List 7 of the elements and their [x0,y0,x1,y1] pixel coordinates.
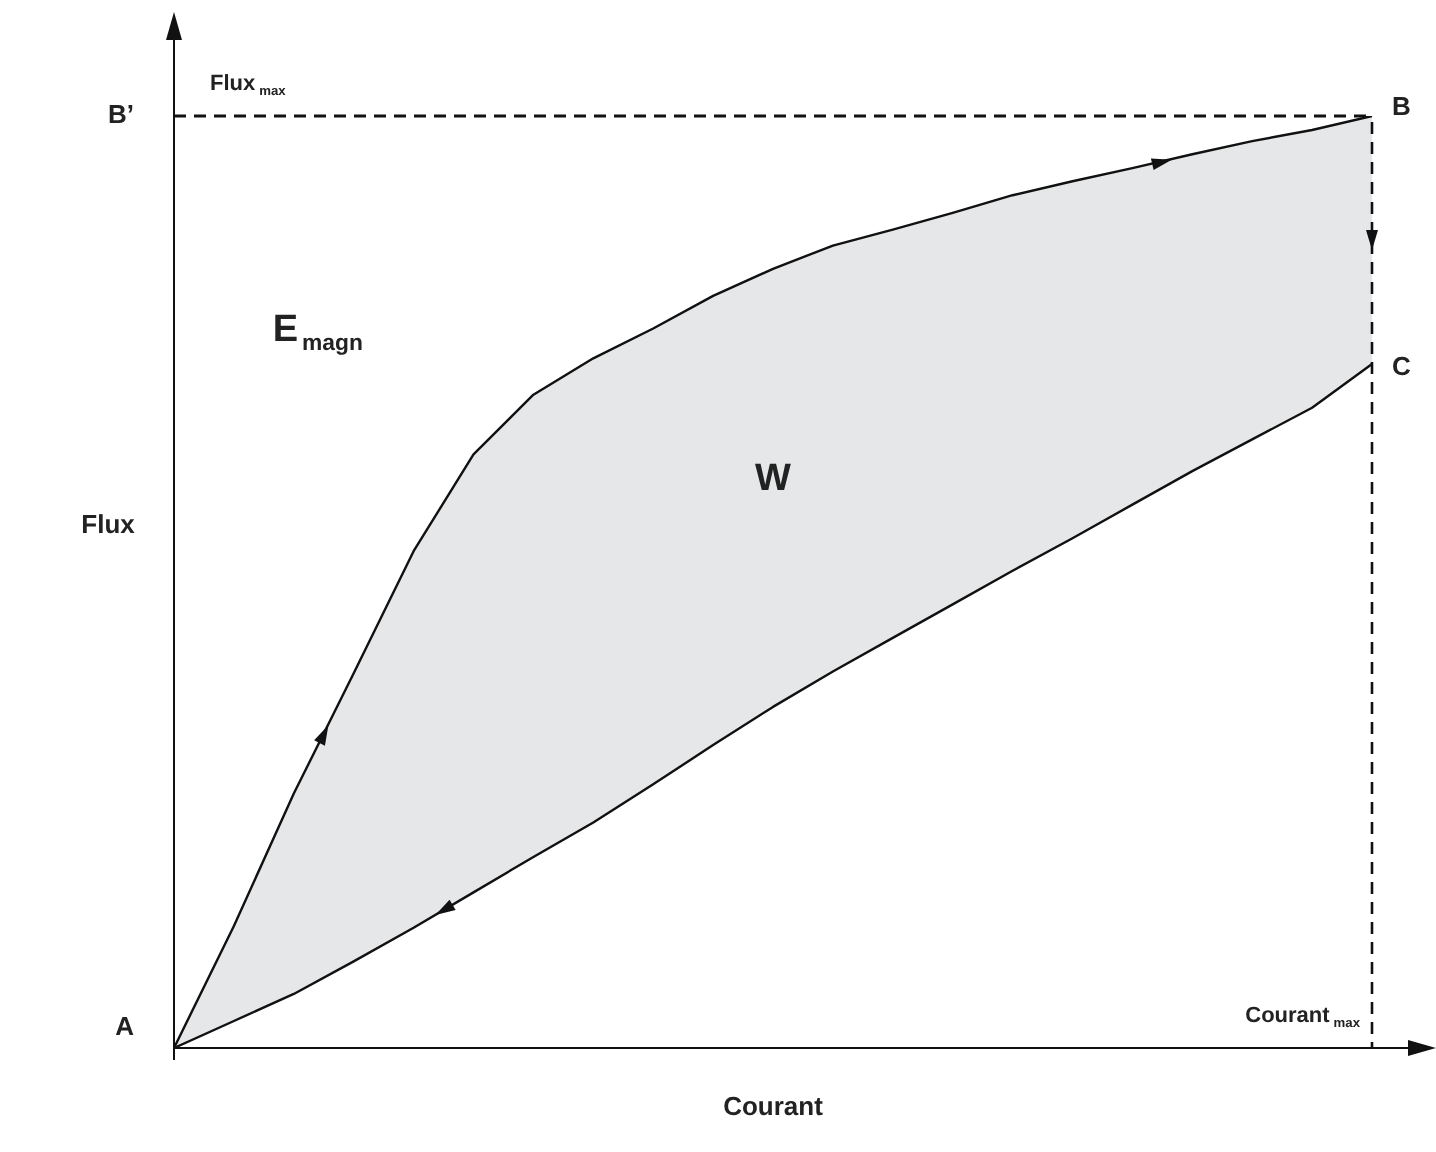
annotation: C [1392,350,1412,381]
x-axis-title: Courant [723,1091,825,1122]
annotation: B [1392,91,1411,122]
text: B’ [108,99,134,130]
text: A [115,1011,136,1042]
y-axis-title: Flux [81,509,137,540]
annotation: W [755,457,792,500]
